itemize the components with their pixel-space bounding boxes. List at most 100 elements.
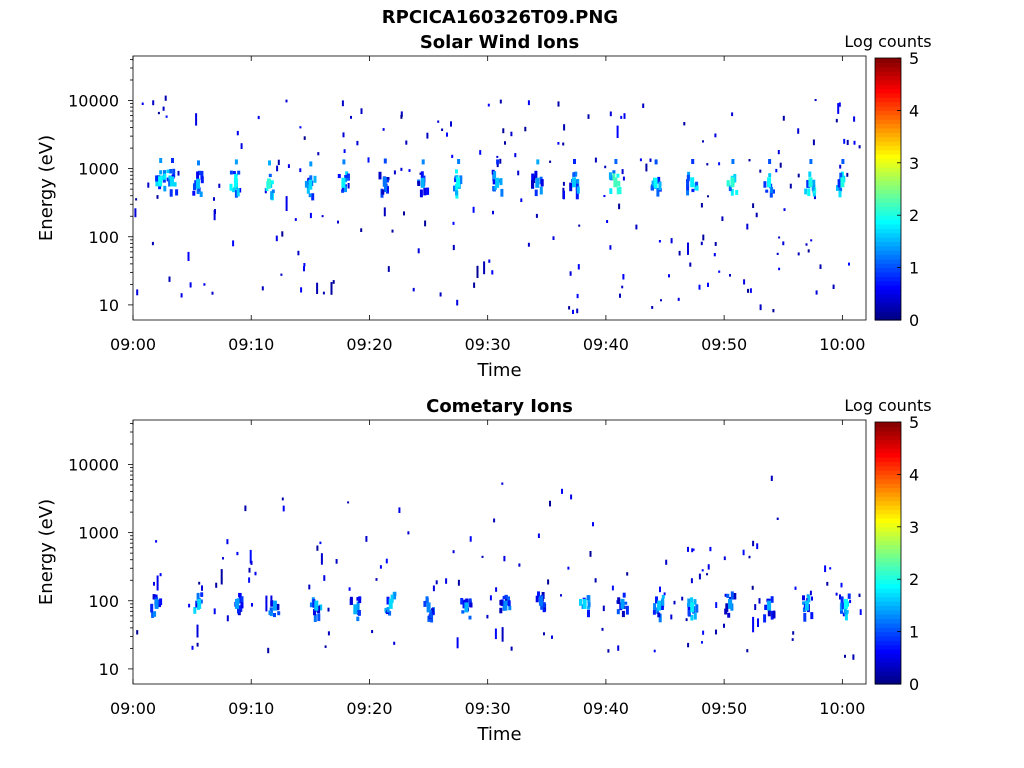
burst-alpha [383, 158, 387, 164]
noise-pixel [387, 266, 390, 272]
colorbar-step [875, 311, 901, 317]
colorbar-step [875, 570, 901, 576]
noise-pixel [153, 581, 155, 586]
x-tick-label: 10:00 [819, 699, 865, 718]
burst-core [620, 598, 625, 609]
noise-pixel [797, 252, 800, 256]
noise-pixel [701, 641, 703, 644]
noise-pixel [452, 221, 455, 225]
burst-pixel [237, 605, 240, 614]
noise-pixel [576, 293, 579, 299]
noise-pixel [159, 573, 162, 577]
noise-pixel [792, 631, 795, 635]
burst-11 [531, 159, 544, 197]
burst-alpha [496, 159, 500, 165]
burst-pixel [431, 611, 435, 616]
noise-pixel [510, 131, 513, 137]
noise-pixel [690, 578, 693, 584]
burst-core [456, 177, 461, 188]
burst-pixel [726, 180, 730, 187]
burst-pixel [542, 608, 546, 613]
burst-pixel [460, 598, 464, 605]
burst-pixel [508, 605, 512, 611]
burst-pixel [660, 606, 664, 610]
noise-pixel [520, 198, 523, 202]
burst-3 [268, 600, 281, 618]
burst-pixel [725, 603, 729, 612]
burst-pixel [502, 595, 506, 600]
burst-pixel [691, 188, 695, 193]
burst-pixel [840, 171, 844, 179]
burst-pixel [507, 600, 511, 607]
burst-pixel [612, 170, 616, 174]
burst-alpha [268, 160, 271, 166]
burst-pixel [151, 612, 155, 618]
burst-pixel [837, 179, 841, 188]
colorbar-frame [874, 57, 902, 321]
noise-pixel [670, 238, 673, 244]
noise-pixel [791, 638, 794, 641]
burst-core [613, 177, 618, 188]
noise-pixel [400, 111, 403, 117]
colorbar-step [875, 478, 901, 484]
colorbar-step [875, 140, 901, 146]
burst-12 [569, 159, 580, 200]
burst-core [535, 177, 540, 188]
burst-pixel [690, 614, 694, 621]
noise-pixel [731, 112, 734, 117]
noise-pixel [356, 140, 359, 146]
burst-pixel [384, 185, 387, 193]
burst-16 [763, 596, 776, 623]
noise-pixel [239, 188, 242, 193]
noise-pixel [517, 170, 520, 176]
burst-pixel [193, 183, 196, 191]
burst-pixel [239, 599, 243, 604]
burst-pixel [657, 176, 661, 184]
burst-pixel [587, 606, 591, 610]
noise-pixel [348, 587, 351, 591]
burst-pixel [535, 595, 539, 603]
noise-pixel [621, 285, 624, 289]
colorbar-step [875, 487, 901, 493]
noise-pixel [347, 183, 350, 189]
noise-pixel [607, 649, 610, 653]
noise-pixel [472, 206, 475, 213]
noise-pixel [832, 284, 835, 289]
noise-pixel [570, 494, 573, 500]
noise-pixel [426, 132, 429, 139]
colorbar-step [875, 245, 901, 251]
noise-pixel [489, 595, 492, 601]
noise-pixel [665, 559, 668, 565]
colorbar-step [875, 583, 901, 589]
colorbar-step [875, 439, 901, 445]
burst-pixel [763, 614, 767, 623]
burst-pixel [687, 598, 691, 607]
noise-pixel [483, 261, 486, 275]
colorbar-step [875, 167, 901, 173]
x-tick-label: 09:10 [228, 335, 274, 354]
burst-pixel [268, 610, 272, 616]
burst-pixel [169, 189, 173, 197]
burst-pixel [163, 173, 167, 180]
colorbar-label: Log counts [844, 32, 931, 51]
burst-17 [802, 594, 814, 622]
burst-core [235, 598, 239, 609]
burst-pixel [576, 179, 580, 188]
noise-pixel [452, 550, 455, 554]
burst-core [170, 176, 174, 187]
noise-pixel [616, 125, 619, 138]
colorbar-step [875, 263, 901, 269]
noise-pixel [649, 158, 652, 162]
colorbar-step [875, 219, 901, 225]
noise-pixel [751, 585, 754, 590]
noise-pixel [236, 551, 239, 556]
burst-pixel [499, 607, 503, 614]
noise-pixel [609, 245, 612, 250]
burst-7 [423, 596, 435, 623]
burst-pixel [431, 608, 434, 613]
colorbar-step [875, 649, 901, 655]
y-axis-label: Energy (eV) [36, 499, 57, 605]
burst-2 [192, 160, 204, 197]
noise-pixel [756, 543, 759, 550]
noise-pixel [714, 133, 717, 138]
